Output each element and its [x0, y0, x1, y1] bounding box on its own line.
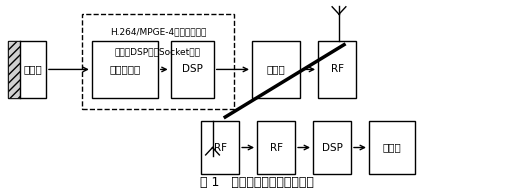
- Bar: [313, 121, 351, 174]
- Text: RF: RF: [269, 142, 283, 152]
- Text: RF: RF: [331, 64, 343, 74]
- Text: H.264/MPGE-4视频服务器与: H.264/MPGE-4视频服务器与: [109, 27, 206, 36]
- Text: 视频服务器: 视频服务器: [109, 64, 140, 74]
- Bar: [252, 41, 300, 98]
- Text: 摄像头: 摄像头: [24, 64, 43, 74]
- Bar: [171, 41, 214, 98]
- Bar: [8, 41, 20, 98]
- Bar: [82, 14, 234, 109]
- Text: 基带板: 基带板: [267, 64, 285, 74]
- Bar: [257, 121, 295, 174]
- Bar: [8, 41, 46, 98]
- Text: 图 1   无线视频传输系统结构图: 图 1 无线视频传输系统结构图: [200, 176, 314, 189]
- Bar: [201, 121, 239, 174]
- Bar: [318, 41, 356, 98]
- Text: RF: RF: [214, 142, 227, 152]
- Text: 发射端DSP建立Socket连接: 发射端DSP建立Socket连接: [115, 48, 201, 57]
- Bar: [369, 121, 415, 174]
- Text: DSP: DSP: [322, 142, 342, 152]
- Text: DSP: DSP: [182, 64, 203, 74]
- Bar: [92, 41, 158, 98]
- Text: 解码器: 解码器: [382, 142, 401, 152]
